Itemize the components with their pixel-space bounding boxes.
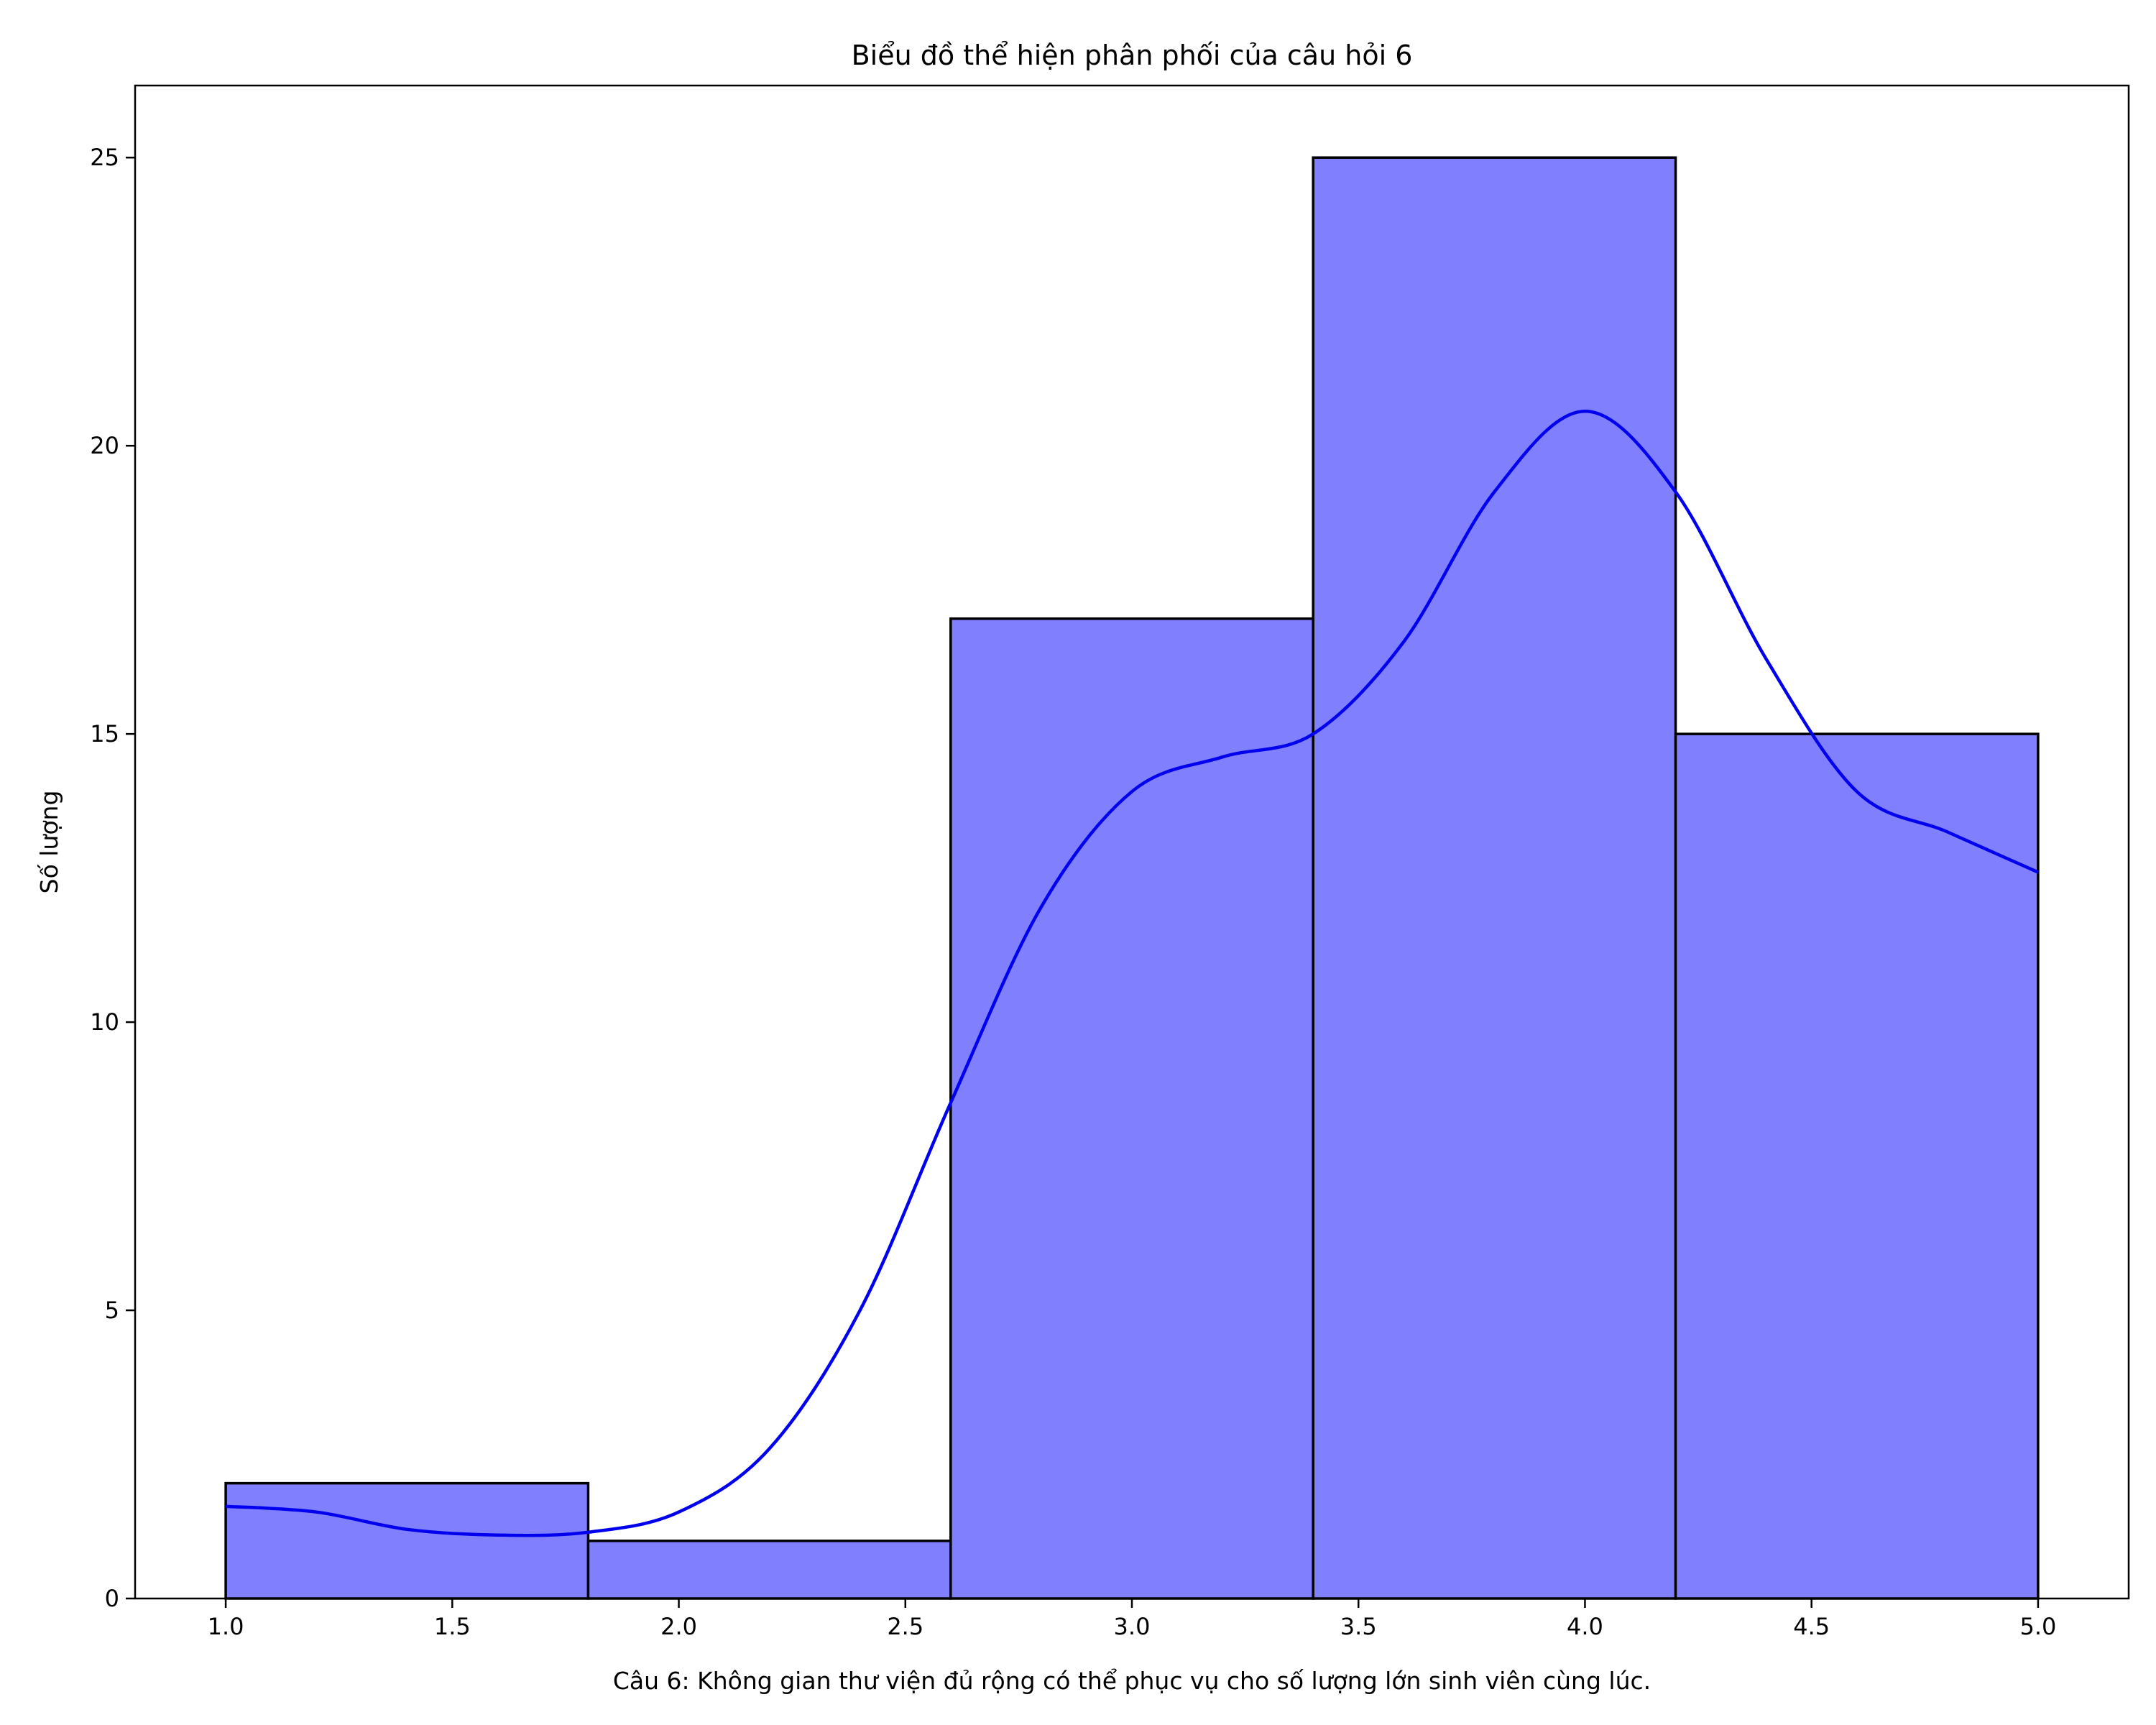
y-axis: 0 5 10 15 20 25 bbox=[90, 144, 135, 1612]
x-tick-label: 1.5 bbox=[434, 1613, 471, 1640]
histogram-bar bbox=[1312, 156, 1677, 1600]
histogram-bar bbox=[1674, 732, 2040, 1600]
x-tick-label: 3.5 bbox=[1340, 1613, 1377, 1640]
y-tick-label: 10 bbox=[90, 1008, 119, 1036]
bars-group bbox=[224, 156, 2040, 1600]
histogram-bar bbox=[224, 1481, 590, 1600]
x-tick-label: 2.5 bbox=[887, 1613, 923, 1640]
y-tick-label: 25 bbox=[90, 144, 119, 171]
x-tick-label: 1.0 bbox=[208, 1613, 244, 1640]
y-tick-label: 15 bbox=[90, 720, 119, 748]
y-axis-label: Số lượng bbox=[35, 791, 63, 894]
y-tick-label: 20 bbox=[90, 432, 119, 459]
kde-curve bbox=[225, 409, 2039, 1537]
x-tick-label: 5.0 bbox=[2019, 1613, 2056, 1640]
x-tick-label: 2.0 bbox=[660, 1613, 697, 1640]
x-tick-label: 3.0 bbox=[1114, 1613, 1151, 1640]
x-axis-label: Câu 6: Không gian thư viện đủ rộng có th… bbox=[613, 1667, 1651, 1695]
y-tick-label: 5 bbox=[105, 1297, 119, 1324]
histogram-bar bbox=[949, 617, 1314, 1600]
y-tick-label: 0 bbox=[105, 1585, 119, 1612]
x-tick-label: 4.5 bbox=[1793, 1613, 1830, 1640]
x-axis: 1.0 1.5 2.0 2.5 3.0 3.5 4.0 4.5 5.0 bbox=[208, 1598, 2056, 1640]
histogram-bar bbox=[586, 1540, 952, 1600]
chart-title: Biểu đồ thể hiện phân phối của câu hỏi 6 bbox=[852, 40, 1413, 71]
x-tick-label: 4.0 bbox=[1567, 1613, 1603, 1640]
